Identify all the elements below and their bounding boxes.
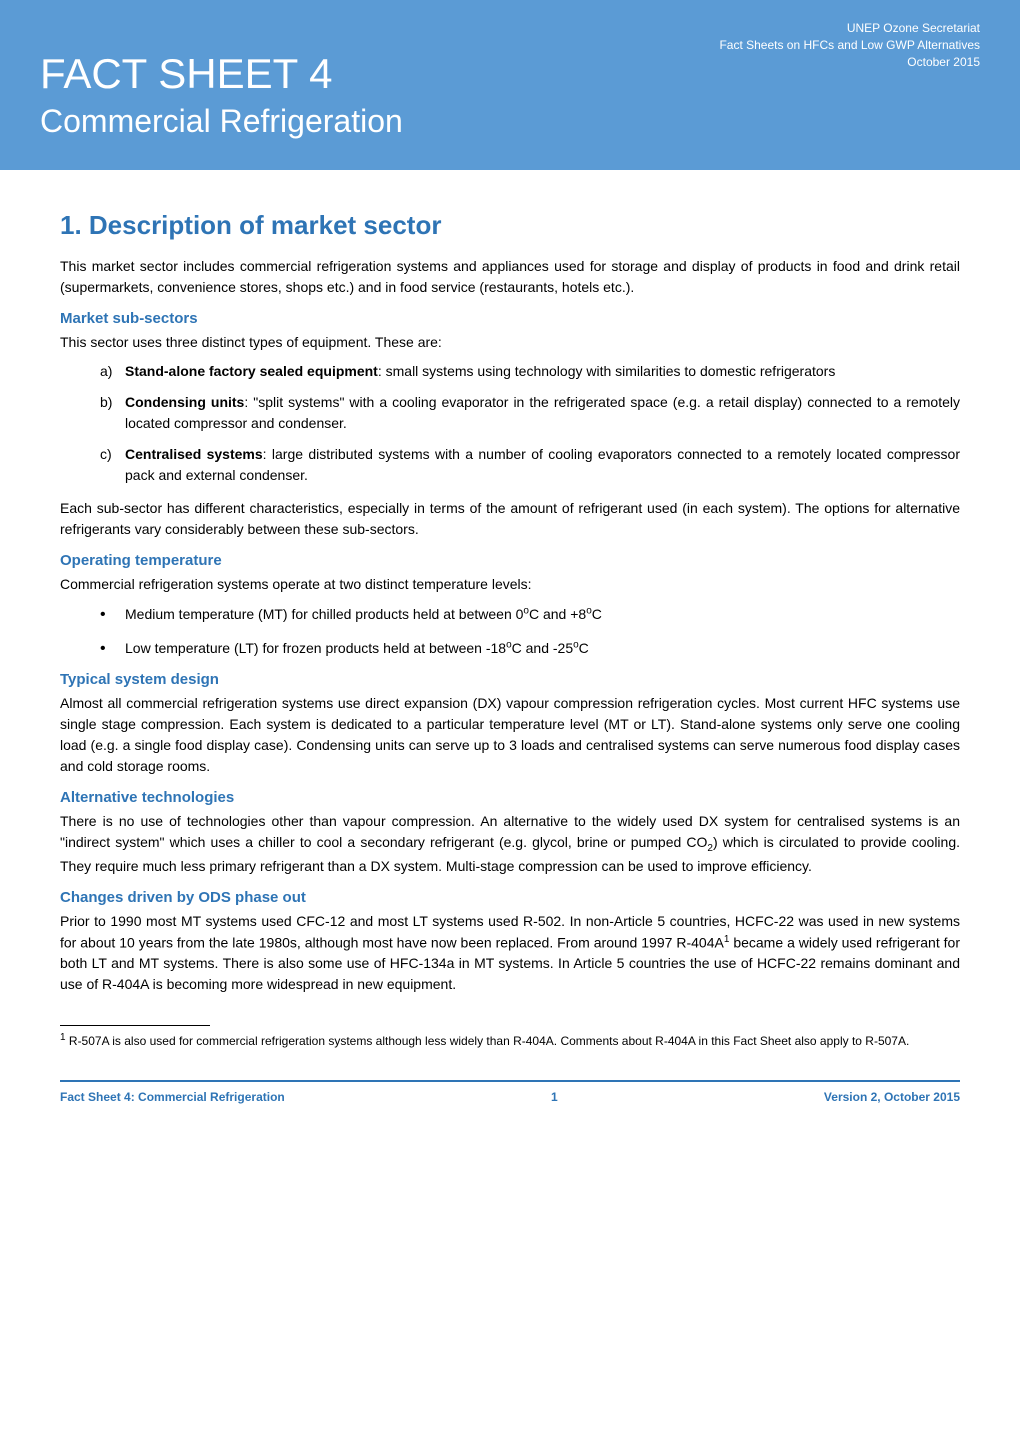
footnote-text: R-507A is also used for commercial refri… [66, 1034, 910, 1048]
system-design-heading: Typical system design [60, 671, 960, 688]
page-footer: Fact Sheet 4: Commercial Refrigeration 1… [60, 1090, 960, 1104]
main-content: 1. Description of market sector This mar… [0, 170, 1020, 1134]
bullet-text: Medium temperature (MT) for chilled prod… [125, 606, 602, 622]
list-item-rest: : small systems using technology with si… [378, 363, 836, 379]
list-item: a) Stand-alone factory sealed equipment:… [100, 361, 960, 382]
footer-left: Fact Sheet 4: Commercial Refrigeration [60, 1090, 285, 1104]
footer-center: 1 [551, 1090, 558, 1104]
list-item: c) Centralised systems: large distribute… [100, 444, 960, 486]
footnote: 1 R-507A is also used for commercial ref… [60, 1031, 960, 1050]
ods-text: Prior to 1990 most MT systems used CFC-1… [60, 911, 960, 996]
meta-line-1: UNEP Ozone Secretariat [40, 20, 980, 37]
bullet-text: Low temperature (LT) for frozen products… [125, 640, 589, 656]
list-marker: c) [100, 444, 112, 465]
subsectors-list: a) Stand-alone factory sealed equipment:… [100, 361, 960, 486]
header-subtitle: Commercial Refrigeration [40, 103, 980, 140]
subsectors-outro: Each sub-sector has different characteri… [60, 498, 960, 540]
page-footer-divider [60, 1080, 960, 1082]
footer-right: Version 2, October 2015 [824, 1090, 960, 1104]
list-item-rest: : "split systems" with a cooling evapora… [125, 394, 960, 431]
operating-temp-intro: Commercial refrigeration systems operate… [60, 574, 960, 595]
list-item-bold: Centralised systems [125, 446, 263, 462]
bullet-item: Medium temperature (MT) for chilled prod… [100, 603, 960, 625]
system-design-text: Almost all commercial refrigeration syst… [60, 693, 960, 777]
list-marker: b) [100, 392, 112, 413]
operating-temp-list: Medium temperature (MT) for chilled prod… [100, 603, 960, 658]
list-item-bold: Stand-alone factory sealed equipment [125, 363, 378, 379]
list-marker: a) [100, 361, 112, 382]
list-item: b) Condensing units: "split systems" wit… [100, 392, 960, 434]
ods-heading: Changes driven by ODS phase out [60, 889, 960, 906]
subsectors-intro: This sector uses three distinct types of… [60, 332, 960, 353]
section-heading: 1. Description of market sector [60, 210, 960, 241]
header-banner: UNEP Ozone Secretariat Fact Sheets on HF… [0, 0, 1020, 170]
alt-tech-heading: Alternative technologies [60, 789, 960, 806]
subsectors-heading: Market sub-sectors [60, 310, 960, 327]
operating-temp-heading: Operating temperature [60, 552, 960, 569]
header-title: FACT SHEET 4 [40, 50, 980, 98]
footnote-divider [60, 1025, 210, 1026]
alt-tech-text: There is no use of technologies other th… [60, 811, 960, 877]
section-intro: This market sector includes commercial r… [60, 256, 960, 298]
list-item-bold: Condensing units [125, 394, 244, 410]
bullet-item: Low temperature (LT) for frozen products… [100, 637, 960, 659]
